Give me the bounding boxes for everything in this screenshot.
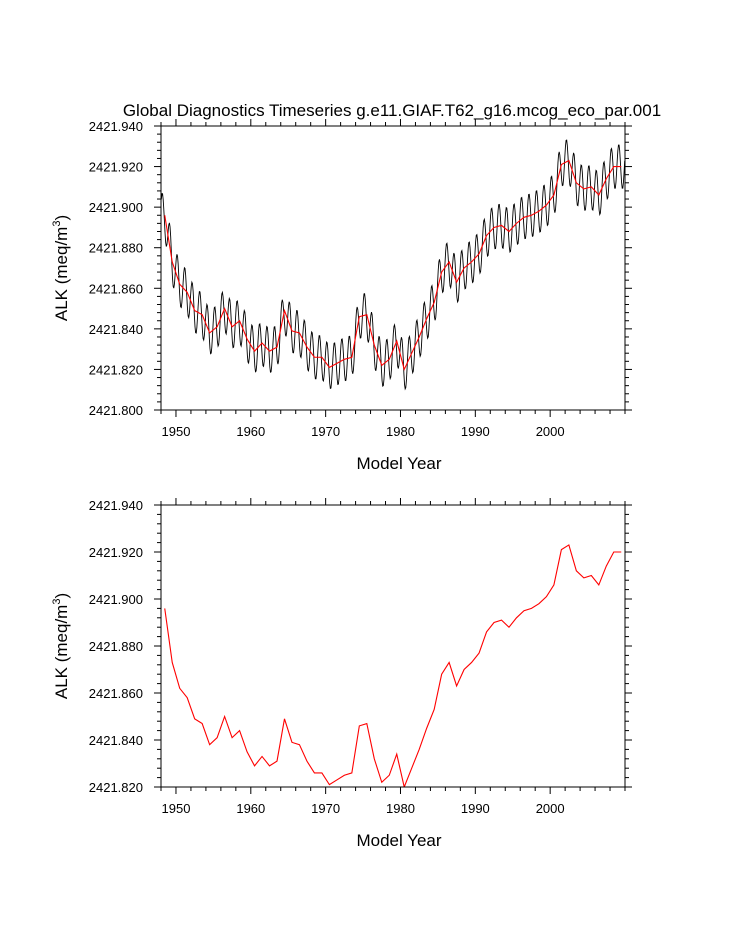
bottom-x-tick-label: 1980 [386, 801, 415, 816]
bottom-series-annual [164, 544, 622, 787]
top-x-axis-label: Model Year [356, 454, 441, 473]
top-y-tick-label: 2421.900 [89, 200, 143, 215]
bottom-panel: 1950 1960 1970 1980 1990 2000 2421.820 2421.840… [51, 498, 632, 850]
top-y-tick-label: 2421.860 [89, 281, 143, 296]
top-series-monthly [161, 139, 625, 391]
top-y-axis-label: ALK (meq/m3) [51, 215, 71, 321]
top-y-tick-label: 2421.880 [89, 241, 143, 256]
top-x-tick-label: 1980 [386, 424, 415, 439]
top-x-tick-label: 1960 [236, 424, 265, 439]
bottom-plot-area [164, 544, 622, 787]
bottom-y-tick-label: 2421.820 [89, 780, 143, 795]
bottom-plot-frame [160, 504, 626, 788]
bottom-x-axis-label: Model Year [356, 831, 441, 850]
chart-title: Global Diagnostics Timeseries g.e11.GIAF… [123, 101, 661, 120]
top-plot-frame [160, 125, 626, 411]
top-y-tick-label: 2421.940 [89, 119, 143, 134]
top-series-annual [164, 159, 622, 372]
bottom-x-tick-label: 2000 [536, 801, 565, 816]
top-y-tick-label: 2421.800 [89, 403, 143, 418]
bottom-y-tick-label: 2421.860 [89, 686, 143, 701]
bottom-y-tick-label: 2421.940 [89, 498, 143, 513]
bottom-y-tick-label: 2421.900 [89, 592, 143, 607]
top-x-tick-label: 2000 [536, 424, 565, 439]
top-x-tick-label: 1990 [461, 424, 490, 439]
bottom-x-tick-label: 1950 [162, 801, 191, 816]
bottom-y-tick-label: 2421.840 [89, 733, 143, 748]
top-plot-area [161, 139, 625, 391]
top-x-tick-label: 1970 [311, 424, 340, 439]
bottom-y-tick-label: 2421.920 [89, 545, 143, 560]
top-y-tick-label: 2421.840 [89, 322, 143, 337]
top-y-tick-label: 2421.920 [89, 160, 143, 175]
bottom-y-tick-label: 2421.880 [89, 639, 143, 654]
bottom-x-tick-label: 1960 [236, 801, 265, 816]
bottom-x-tick-label: 1990 [461, 801, 490, 816]
bottom-y-axis-label: ALK (meq/m3) [51, 593, 71, 699]
top-y-tick-label: 2421.820 [89, 362, 143, 377]
bottom-x-tick-label: 1970 [311, 801, 340, 816]
top-x-tick-label: 1950 [162, 424, 191, 439]
top-panel: 1950 1960 1970 1980 1990 2000 2421.800 2421.820… [51, 119, 632, 473]
